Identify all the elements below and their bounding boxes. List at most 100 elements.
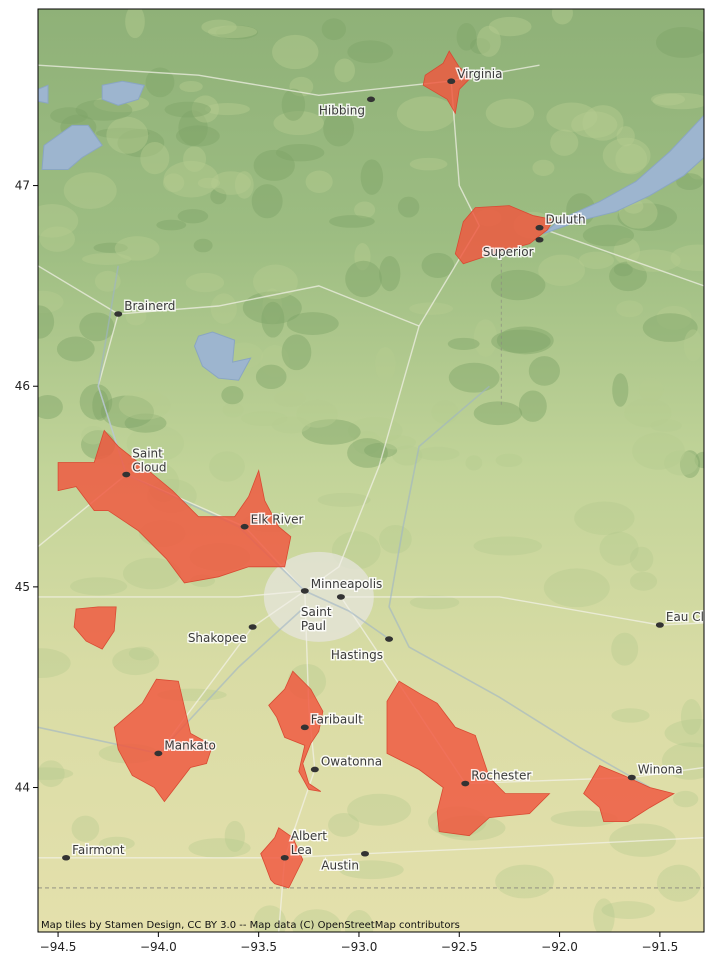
city-label: Duluth <box>546 213 586 227</box>
forest-patch <box>582 224 634 247</box>
vegetation-patch <box>656 864 702 902</box>
mankato-region <box>113 678 213 803</box>
forest-patch <box>490 269 546 301</box>
city-minneapolis: Minneapolis <box>300 575 384 594</box>
forest-patch <box>613 237 641 265</box>
forest-patch <box>118 390 171 420</box>
road <box>539 227 704 287</box>
vegetation-patch <box>574 501 635 535</box>
river <box>38 606 306 755</box>
forest-patch <box>179 80 203 93</box>
forest-patch <box>582 105 624 141</box>
forest-patch <box>125 306 147 326</box>
forest-patch <box>476 25 501 57</box>
forest-patch <box>209 451 245 482</box>
x-tick-label: −94.0 <box>140 940 177 954</box>
vegetation-patch <box>112 647 160 676</box>
forest-patch <box>177 209 209 224</box>
vegetation-patch <box>611 632 639 666</box>
vegetation-patch <box>339 860 404 880</box>
forest-patch <box>252 264 298 300</box>
winona-region <box>583 764 675 822</box>
city-label: Austin <box>321 859 359 873</box>
x-tick-label: −91.5 <box>641 940 678 954</box>
map-attribution: Map tiles by Stamen Design, CC BY 3.0 --… <box>41 920 460 931</box>
forest-patch <box>281 334 312 371</box>
city-virginia: Virginia <box>447 66 504 85</box>
rochester-region <box>386 680 551 837</box>
forest-patch <box>79 383 113 420</box>
city-dot <box>300 724 309 731</box>
forest-patch <box>609 261 647 292</box>
city-label: Faribault <box>311 712 363 726</box>
forest-patch <box>163 173 185 193</box>
forest-patch <box>656 27 704 58</box>
city-label-line2: Paul <box>301 619 326 633</box>
vegetation-patch <box>99 836 135 851</box>
city-dot <box>535 236 544 243</box>
forest-patch <box>650 93 686 106</box>
x-tick-label: −93.0 <box>341 940 378 954</box>
forest-patch <box>465 455 483 471</box>
city-mankato: Mankato <box>154 737 217 757</box>
forest-patch <box>255 364 287 390</box>
forest-patch <box>38 203 79 238</box>
forest-patch <box>602 137 651 174</box>
forest-patch <box>100 395 154 429</box>
forest-patch <box>56 336 95 362</box>
faribault-owatonna-region <box>268 670 324 792</box>
city-dot <box>627 774 636 781</box>
axes-frame <box>37 8 705 933</box>
y-tick-label: 47 <box>15 179 30 193</box>
forest-patch <box>323 110 355 147</box>
city-label: Hastings <box>331 648 383 662</box>
vegetation-patch <box>601 901 655 919</box>
forest-patch <box>488 16 532 37</box>
forest-patch <box>126 425 185 463</box>
x-tick-label: −92.0 <box>541 940 578 954</box>
forest-patch <box>156 219 187 231</box>
forest-patch <box>175 125 220 147</box>
forest-patch <box>241 411 288 427</box>
lake-winnibigoshish <box>101 80 146 106</box>
forest-patch <box>421 252 455 278</box>
vegetation-patch <box>661 742 704 780</box>
vegetation-patch <box>409 595 460 610</box>
forest-patch <box>379 256 401 292</box>
forest-patch <box>204 103 250 116</box>
city-dot <box>122 471 131 478</box>
forest-patch <box>375 347 396 382</box>
vegetation-patch <box>292 909 342 932</box>
forest-patch <box>347 40 394 64</box>
forest-patch <box>652 92 704 110</box>
vegetation-patch <box>344 910 374 932</box>
forest-patch <box>93 242 128 253</box>
city-dot <box>535 224 544 231</box>
forest-patch <box>305 170 333 193</box>
city-markers: Virginia Hibbing Duluth Superior Brainerd Sai… <box>62 66 704 874</box>
city-owatonna: Owatonna <box>310 753 384 773</box>
forest-patch <box>347 438 388 468</box>
river <box>388 385 651 789</box>
city-eau-claire: Eau Cl <box>655 609 704 628</box>
forest-patch <box>38 305 55 339</box>
x-axis: −94.5 −94.0 −93.5 −93.0 −92.5 −92.0 −91.5 <box>40 932 678 954</box>
city-dot <box>655 622 664 628</box>
forest-patch <box>347 417 403 444</box>
city-elk-river: Elk River <box>240 511 305 530</box>
west-small-region <box>73 606 117 650</box>
forest-patch <box>207 25 258 39</box>
forest-patch <box>261 301 285 338</box>
vegetation-patch <box>188 838 251 858</box>
map-axes: Virginia Hibbing Duluth Superior Brainerd Sai… <box>37 8 705 933</box>
forest-patch <box>191 95 220 123</box>
city-label: Winona <box>638 762 683 776</box>
city-label: Rochester <box>471 769 531 783</box>
city-rochester: Rochester <box>461 767 533 787</box>
city-dot <box>336 594 345 600</box>
city-label-line2: Lea <box>291 843 312 857</box>
city-dot <box>367 96 375 103</box>
vegetation-patch <box>38 767 74 780</box>
y-tick-label: 45 <box>15 580 30 594</box>
